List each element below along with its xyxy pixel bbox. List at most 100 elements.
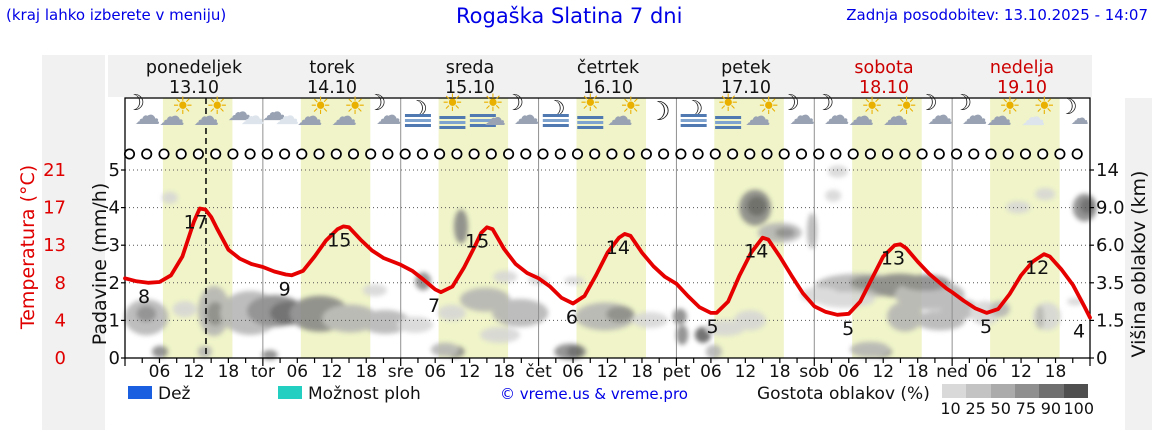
- weather-icon-sun-cloud: ☀☁: [331, 92, 366, 132]
- svg-text:0: 0: [55, 348, 66, 369]
- menu-hint: (kraj lahko izberete v meniju): [6, 6, 227, 24]
- svg-text:13: 13: [881, 247, 905, 269]
- weather-icon-sun-cloud: ☀☁: [193, 92, 228, 132]
- svg-text:18: 18: [769, 362, 791, 382]
- svg-text:☽: ☽: [1058, 95, 1078, 120]
- svg-text:sob: sob: [799, 362, 829, 382]
- day-date: 13.10: [169, 78, 219, 98]
- svg-text:☁: ☁: [848, 102, 874, 132]
- svg-text:☀: ☀: [482, 89, 504, 117]
- svg-text:☀: ☀: [172, 92, 194, 120]
- svg-text:12: 12: [597, 362, 619, 382]
- svg-text:3.5: 3.5: [1096, 273, 1125, 294]
- svg-text:18: 18: [218, 362, 240, 382]
- weather-icon-sun-cloud: ☀☁: [745, 92, 780, 132]
- weather-icon-moon-cloud: ☽☁: [953, 91, 988, 131]
- density-swatch: [1039, 384, 1064, 398]
- legend: Dež Možnost ploh © vreme.us & vreme.pro …: [0, 382, 1152, 422]
- svg-text:18: 18: [631, 362, 653, 382]
- weather-icon-moon-fog: ☽: [680, 97, 707, 127]
- svg-text:4: 4: [109, 198, 120, 219]
- day-date: 15.10: [445, 78, 495, 98]
- svg-text:☁: ☁: [228, 98, 252, 126]
- svg-text:13: 13: [43, 235, 66, 256]
- svg-text:☁: ☁: [241, 102, 265, 130]
- svg-text:12: 12: [1010, 362, 1032, 382]
- last-update: Zadnja posodobitev: 13.10.2025 - 14:07: [846, 6, 1148, 24]
- svg-text:☀: ☀: [580, 89, 602, 117]
- density-tick-label: 50: [990, 399, 1011, 418]
- day-name: sobota: [854, 58, 913, 78]
- svg-text:☁: ☁: [882, 102, 908, 132]
- right-axis-strip: [1125, 98, 1152, 430]
- day-date: 19.10: [997, 78, 1047, 98]
- page-title: Rogaška Slatina 7 dni: [455, 4, 683, 28]
- copyright-link[interactable]: © vreme.us & vreme.pro: [500, 385, 688, 403]
- svg-text:12: 12: [735, 362, 757, 382]
- svg-text:☁: ☁: [262, 98, 286, 126]
- svg-text:06: 06: [286, 362, 308, 382]
- temperature-axis-title: Temperatura (°C): [17, 164, 39, 330]
- svg-text:12: 12: [1025, 257, 1049, 279]
- svg-text:6.0: 6.0: [1096, 235, 1125, 256]
- svg-text:☽: ☽: [780, 91, 800, 116]
- svg-text:☁: ☁: [1071, 108, 1089, 129]
- svg-text:15: 15: [327, 229, 351, 251]
- weather-icon-sun-cloud: ☀☁: [986, 92, 1021, 132]
- weather-icon-moon-cloud: ☽☁: [125, 91, 160, 131]
- svg-text:☁: ☁: [484, 106, 506, 131]
- rain-swatch: [128, 386, 152, 399]
- weather-icon-moon-cloud: ☽☁: [815, 91, 850, 131]
- svg-text:06: 06: [424, 362, 446, 382]
- weather-icon-moon-cloud: ☽☁: [780, 91, 815, 131]
- weather-icons-row: ☽☁ ☀☁ ☀☁ ☁☁☁☁ ☀☁ ☀☁ ☽☁ ☽ ☀ ☀☁☽☁ ☽ ☀ ☀☁ ☽ ☽ ☀ ☀☁ ☽☁ ☽☁ ☀☁ ☀☁ ☽…: [125, 89, 1088, 132]
- svg-text:☀: ☀: [620, 92, 642, 120]
- svg-text:sre: sre: [388, 362, 414, 382]
- weather-icon-moon: ☽: [648, 97, 671, 127]
- day-name: sreda: [446, 58, 495, 78]
- time-circles: [123, 148, 1083, 160]
- temperature-value-labels: 8 17 9 15 7 15 6 14 5 14 5 13 5 12 4: [138, 212, 1085, 343]
- weather-icon-sun-cloud: ☀☁: [607, 92, 642, 132]
- svg-text:☁: ☁: [275, 102, 299, 130]
- svg-text:☁: ☁: [375, 101, 401, 131]
- svg-text:☀: ☀: [758, 92, 780, 120]
- svg-text:☀: ☀: [861, 92, 883, 120]
- svg-text:1: 1: [109, 310, 120, 331]
- density-swatch: [942, 384, 967, 398]
- density-tick-label: 25: [965, 399, 986, 418]
- weather-icon-clouds: ☁☁: [262, 98, 299, 130]
- svg-text:☀: ☀: [896, 92, 918, 120]
- svg-text:☁: ☁: [331, 102, 357, 132]
- svg-text:☁: ☁: [607, 102, 633, 132]
- svg-text:06: 06: [562, 362, 584, 382]
- svg-text:12: 12: [872, 362, 894, 382]
- svg-text:7: 7: [428, 295, 440, 317]
- cloud-density-ticks: 10 25 50 75 90 100: [938, 399, 1094, 418]
- density-tick-label: 100: [1063, 399, 1095, 418]
- svg-text:☁: ☁: [159, 102, 185, 132]
- svg-text:☽: ☽: [125, 91, 145, 116]
- svg-text:☽: ☽: [648, 97, 671, 127]
- svg-text:4: 4: [55, 310, 66, 331]
- svg-text:14: 14: [606, 237, 630, 259]
- day-date: 16.10: [583, 78, 633, 98]
- day-date: 18.10: [859, 78, 909, 98]
- weather-icon-sun-cloud: ☀☁: [848, 92, 883, 132]
- day-date: 14.10: [307, 78, 357, 98]
- svg-text:12: 12: [459, 362, 481, 382]
- svg-text:5: 5: [707, 316, 719, 338]
- svg-text:5: 5: [980, 316, 992, 338]
- svg-text:0: 0: [109, 348, 120, 369]
- svg-text:1.5: 1.5: [1096, 310, 1125, 331]
- svg-text:☽: ☽: [367, 91, 387, 116]
- weather-icon-moon-cloud: ☽☁: [367, 91, 402, 131]
- day-name: četrtek: [577, 58, 640, 78]
- svg-text:18: 18: [1045, 362, 1067, 382]
- svg-text:☁: ☁: [297, 102, 323, 132]
- day-name: petek: [721, 58, 772, 78]
- left-axis-strip: [42, 55, 105, 430]
- svg-text:☽: ☽: [408, 97, 428, 122]
